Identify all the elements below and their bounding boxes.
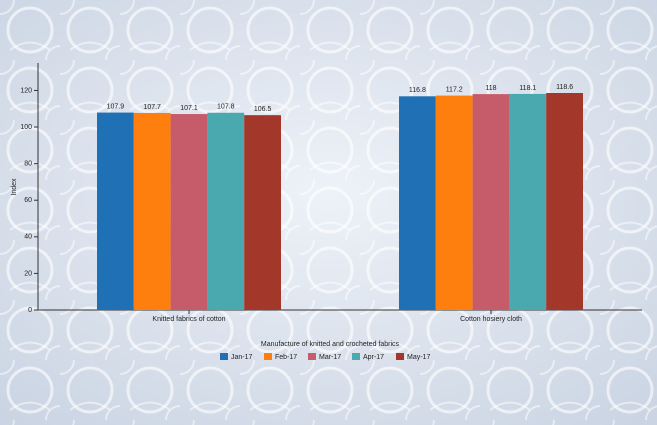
legend-swatch: [352, 353, 360, 360]
bar: [244, 115, 281, 311]
value-label: 116.8: [409, 87, 426, 94]
legend-swatch: [220, 353, 228, 360]
legend-swatch: [308, 353, 316, 360]
value-label: 106.5: [254, 106, 272, 113]
bar: [399, 96, 436, 311]
bar: [546, 93, 583, 311]
bar: [133, 112, 171, 311]
value-label: 107.9: [107, 103, 125, 110]
y-tick-label: 120: [20, 87, 32, 94]
legend-label: May-17: [407, 354, 430, 361]
legend-swatch: [396, 353, 404, 360]
x-tick-label: Cotton hosiery cloth: [460, 316, 522, 323]
y-axis-label: Index: [11, 178, 18, 196]
y-tick-label: 100: [20, 124, 32, 131]
legend-swatch: [264, 353, 272, 360]
bar: [509, 93, 547, 310]
bar: [472, 94, 510, 311]
value-label: 107.7: [143, 104, 161, 111]
value-label: 118.1: [519, 85, 536, 92]
value-label: 107.8: [217, 104, 235, 111]
legend-label: Mar-17: [319, 354, 341, 361]
value-label: 107.1: [180, 105, 198, 112]
y-tick-label: 80: [24, 160, 32, 167]
value-label: 118.6: [556, 84, 573, 91]
value-label: 118: [485, 85, 496, 92]
legend-label: Jan-17: [231, 354, 253, 361]
value-label: 117.2: [446, 86, 463, 93]
bar: [97, 112, 134, 310]
bar: [170, 114, 208, 311]
y-tick-label: 40: [24, 234, 32, 241]
y-tick-label: 60: [24, 197, 32, 204]
legend-label: Feb-17: [275, 354, 297, 361]
bar: [435, 95, 473, 310]
legend-title: Manufacture of knitted and crocheted fab…: [261, 341, 400, 348]
legend-label: Apr-17: [363, 354, 384, 361]
x-tick-label: Knitted fabrics of cotton: [152, 316, 225, 323]
bar: [207, 112, 245, 310]
y-tick-label: 20: [24, 270, 32, 277]
y-tick-label: 0: [28, 307, 32, 314]
